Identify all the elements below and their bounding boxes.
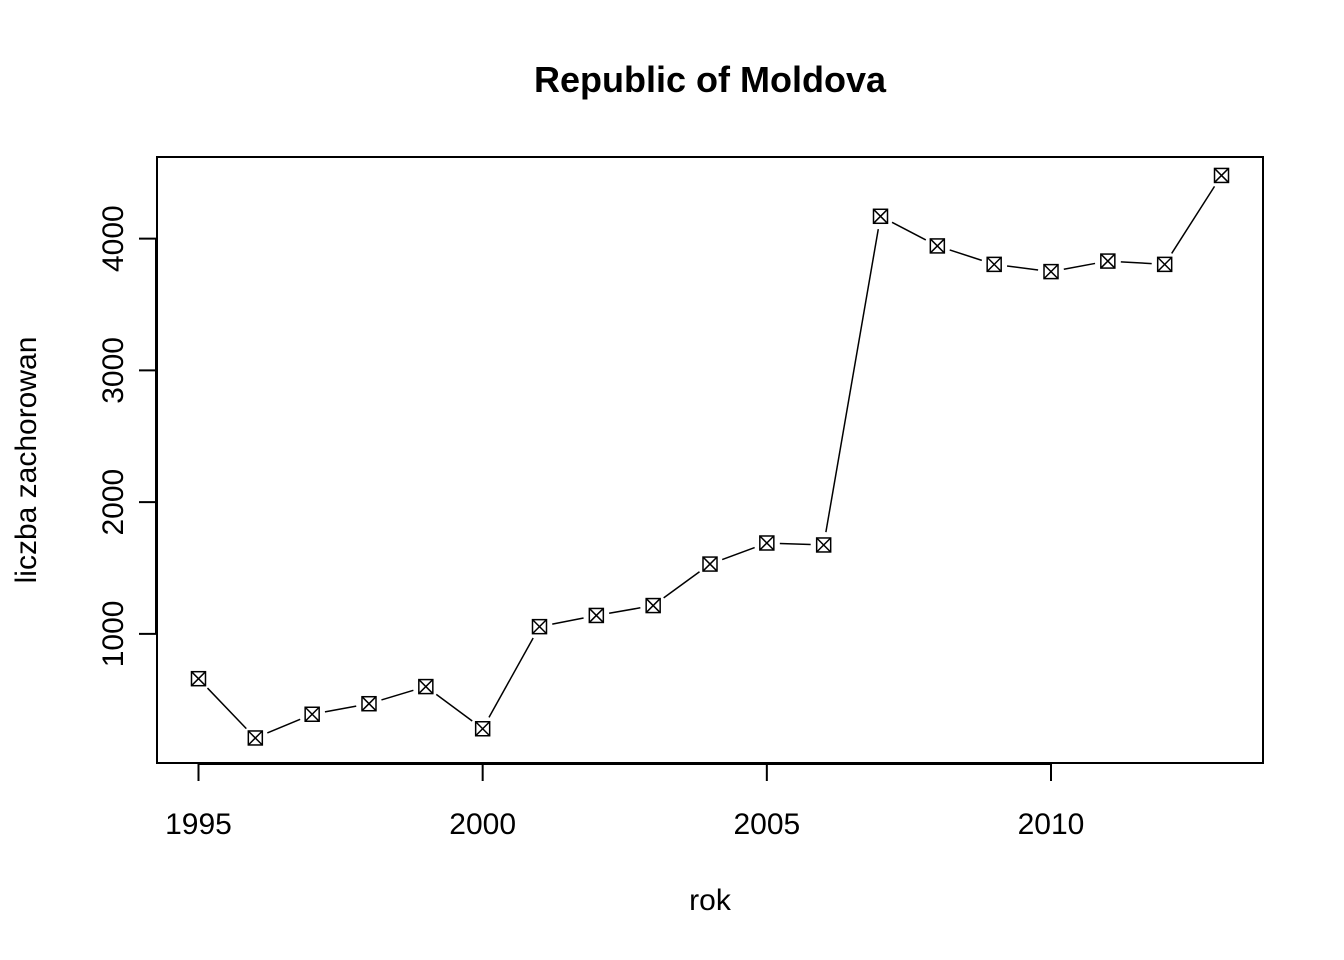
data-point [759,535,775,551]
line-segment [1171,185,1216,254]
data-point [815,537,832,553]
y-tick-label: 4000 [97,205,130,272]
x-tick-label: 1995 [165,808,232,841]
data-point [645,597,661,614]
line-segment [206,687,247,730]
data-point [190,670,207,687]
y-tick-label: 3000 [97,337,130,404]
line-segment [663,571,700,599]
data-point [872,208,889,225]
data-point [474,720,491,737]
x-axis-label: rok [689,884,732,917]
data-point [1156,256,1173,273]
data-point [1213,167,1230,184]
data-point [1043,263,1059,280]
line-segment [1063,262,1096,270]
data-point [531,618,548,635]
line-segment [552,617,584,625]
data-point [247,730,264,746]
y-tick-label: 2000 [97,469,130,536]
data-point [361,695,377,712]
data-point [986,256,1002,273]
y-tick-label: 1000 [97,601,130,668]
data-point [588,607,605,624]
series-line [206,185,1216,734]
line-segment [1120,261,1152,265]
y-axis: 1000 2000 3000 4000 [97,205,157,668]
line-segment [891,221,927,241]
y-axis-label: liczba zachorowan [10,337,43,584]
line-segment [267,718,301,734]
data-point [929,238,946,254]
line-segment [825,228,880,533]
chart-title: Republic of Moldova [534,59,887,100]
x-axis: 1995 2000 2005 2010 [165,763,1085,841]
line-segment [1006,265,1039,271]
line-segment [488,637,534,718]
line-segment [609,607,641,614]
data-point [1100,253,1116,269]
data-point [304,706,320,723]
plot-frame [156,156,1264,764]
line-segment [779,542,811,546]
line-segment [381,689,414,701]
series-points [190,167,1230,746]
data-point [702,556,718,572]
line-segment [324,705,357,713]
line-segment [721,546,755,561]
x-tick-label: 2010 [1018,808,1085,841]
line-segment [949,249,983,262]
x-tick-label: 2000 [449,808,516,841]
data-point [418,678,434,695]
line-segment [435,693,473,722]
x-tick-label: 2005 [733,808,800,841]
